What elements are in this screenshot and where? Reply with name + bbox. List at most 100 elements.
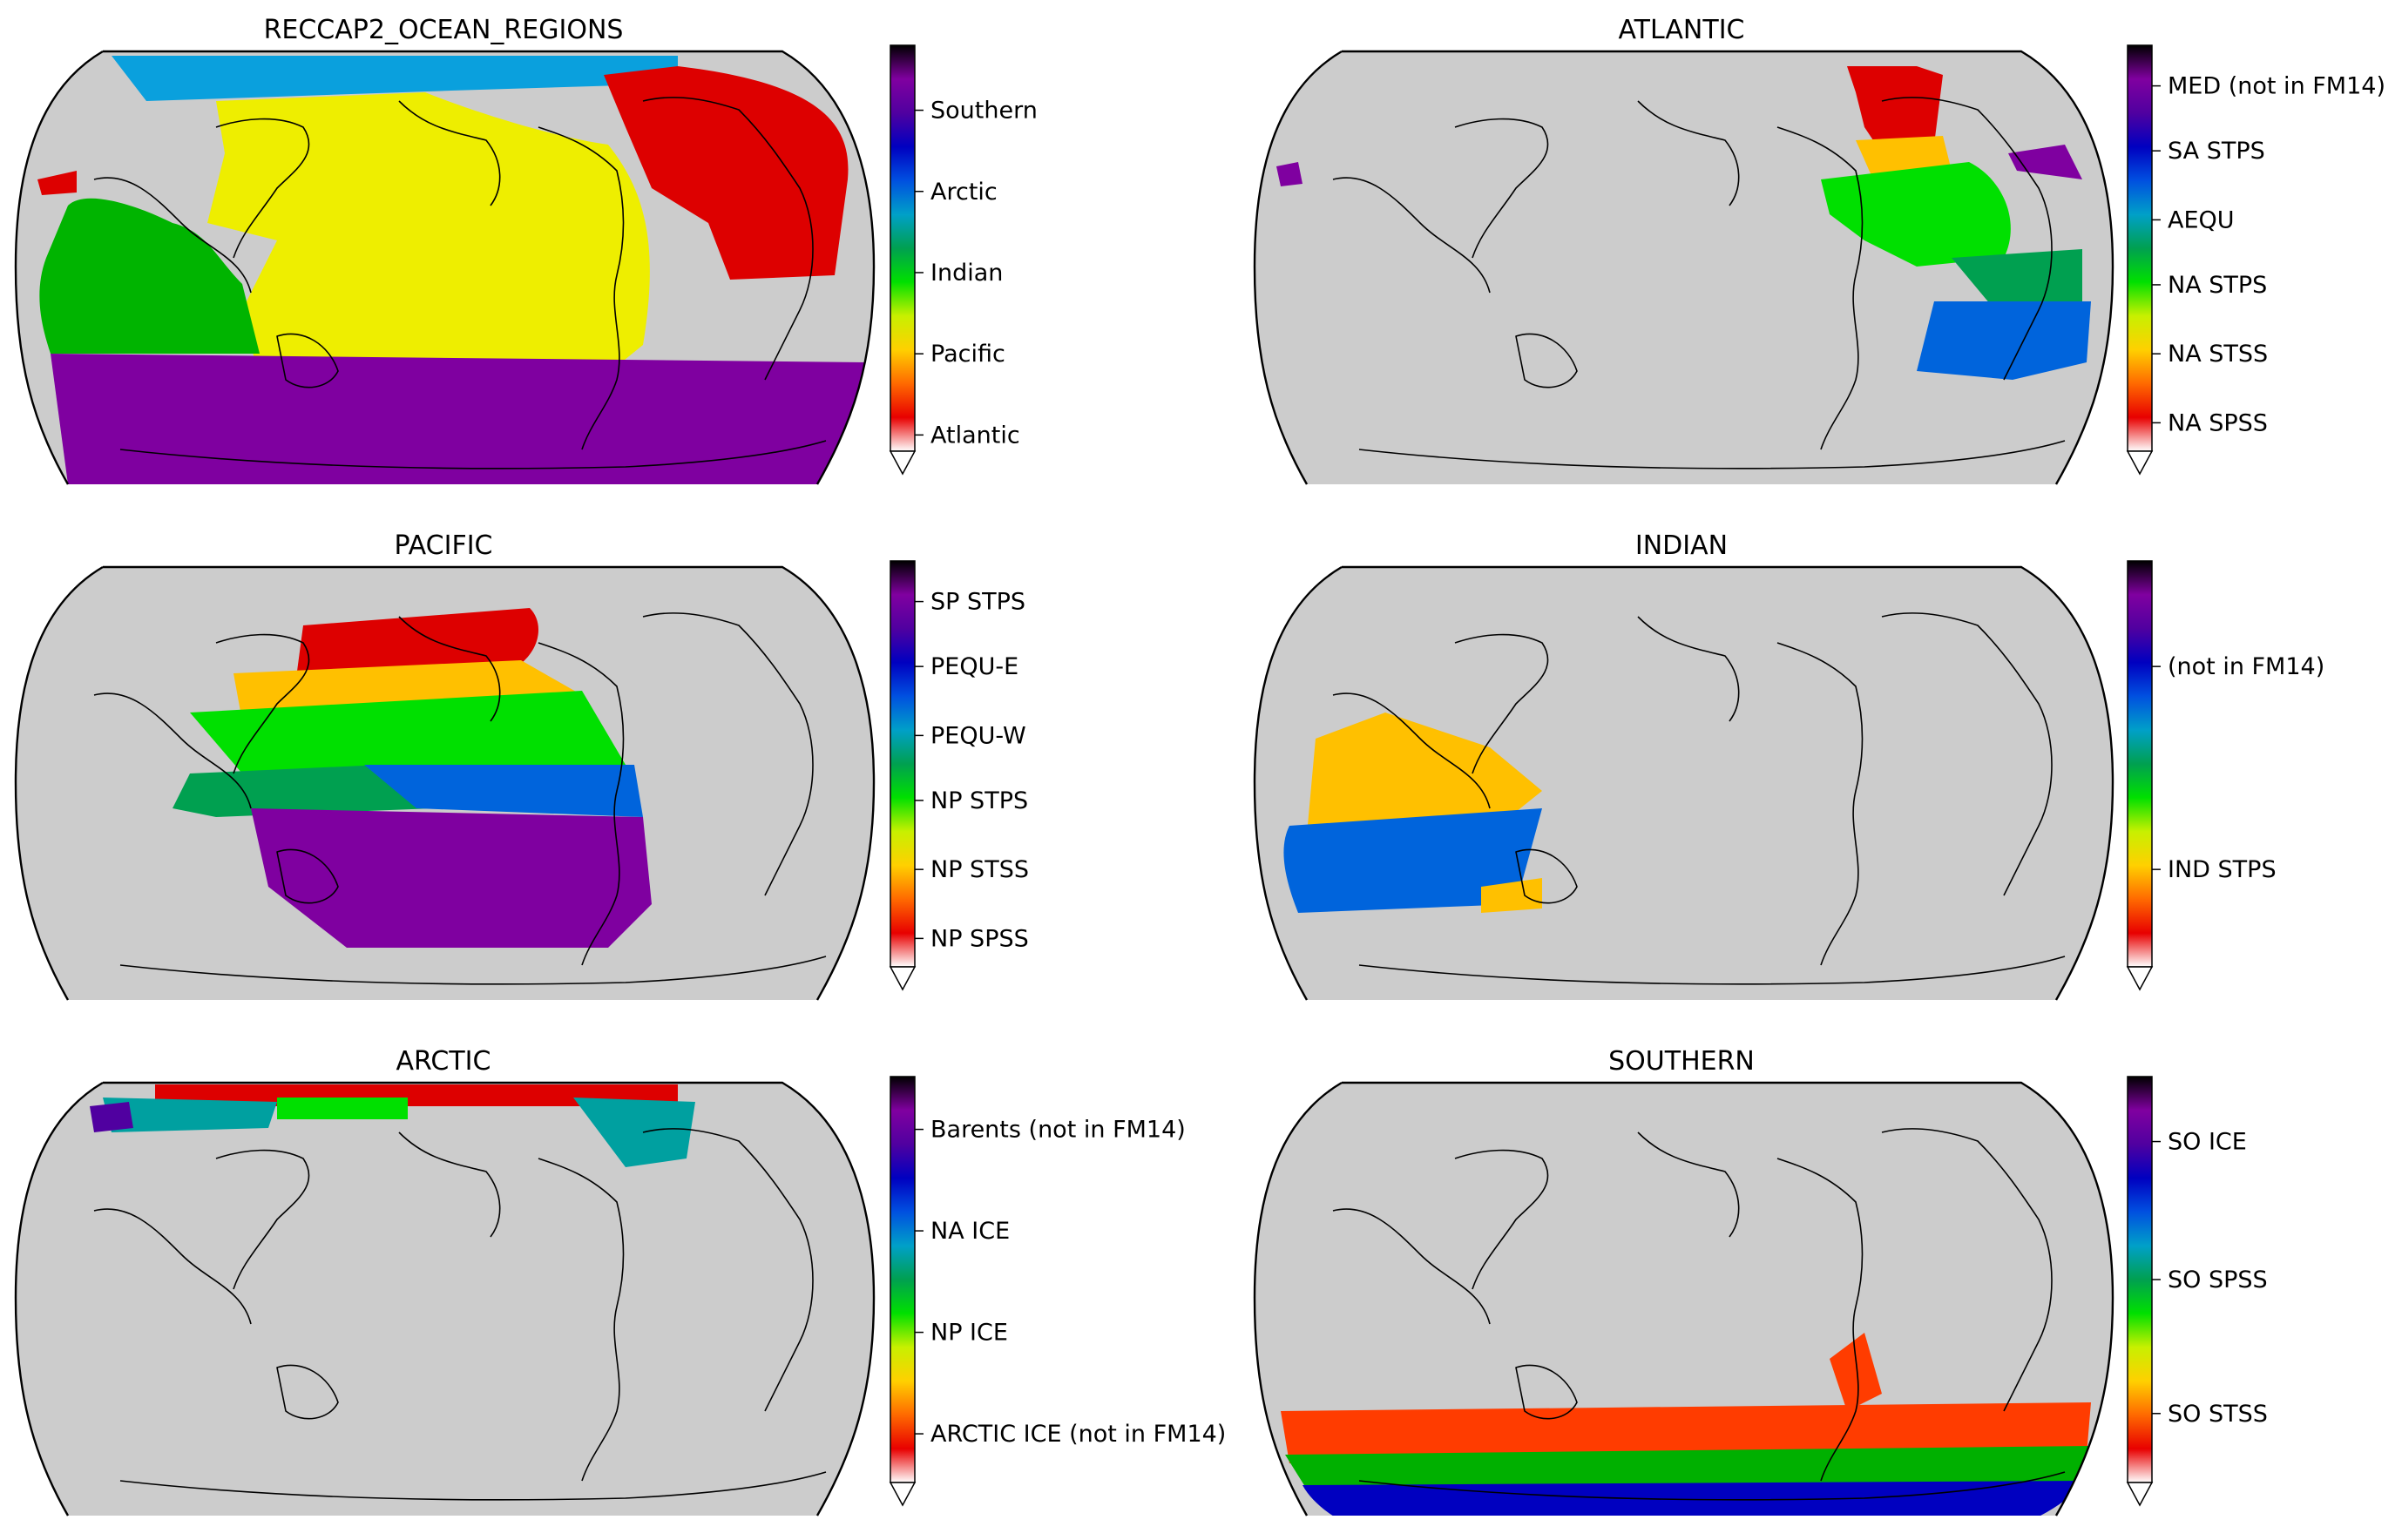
colorbar-tick-label: NA STSS [2168, 341, 2268, 368]
map-atlantic [1253, 50, 2114, 485]
panel-title: ATLANTIC [1618, 15, 1744, 45]
colorbar-tick-label: PEQU-E [930, 653, 1018, 680]
panel-arctic: ARCTIC Barents (not in FM14) NA ICE NP ICE A… [14, 1046, 1226, 1516]
panel-title: INDIAN [1635, 530, 1728, 561]
colorbar-extend-arrow [2126, 966, 2154, 991]
map-southern [1253, 1081, 2114, 1516]
coastline [119, 956, 827, 985]
colorbar-extend-arrow [2126, 1482, 2154, 1507]
coastline [1637, 616, 1864, 966]
colorbar-tick-label: SO SPSS [2168, 1266, 2268, 1293]
map-boundary [1253, 565, 2114, 1001]
panels-layer: RECCAP2_OCEAN_REGIONS Southern Arctic India… [14, 15, 2385, 1516]
ocean-region [1285, 1446, 2091, 1489]
panel-title: ARCTIC [396, 1046, 491, 1077]
colorbar-extend-arrow [2126, 450, 2154, 476]
map-boundary [14, 565, 876, 1001]
colorbar-tick-label: Arctic [930, 179, 998, 206]
ocean-region [51, 354, 865, 484]
coastline [1637, 100, 1864, 450]
land-background [16, 1083, 874, 1516]
colorbar-tick-label: SO STSS [2168, 1401, 2268, 1428]
colorbar-tick-label: Pacific [930, 341, 1005, 368]
map-reccap2 [14, 50, 876, 485]
colorbar-tick-label: IND STPS [2168, 856, 2277, 883]
panel-atlantic: ATLANTIC MED (not in FM14) SA STPS AEQU NA S… [1253, 15, 2385, 485]
ocean-region [604, 66, 849, 280]
ocean-region [573, 1098, 695, 1167]
colorbar-tick-label: ARCTIC ICE (not in FM14) [930, 1421, 1226, 1448]
colorbar-tick-label: AEQU [2168, 206, 2235, 233]
colorbar: MED (not in FM14) SA STPS AEQU NA STPS NA ST… [2126, 44, 2385, 476]
colorbar-tick-label: Barents (not in FM14) [930, 1117, 1186, 1144]
coastline [1515, 333, 1578, 388]
coastline [1358, 440, 2066, 469]
colorbar-tick-label: NP STSS [930, 856, 1029, 883]
panel-title: RECCAP2_OCEAN_REGIONS [264, 15, 624, 45]
ocean-region [1952, 249, 2082, 310]
colorbar-tick-label: Indian [930, 260, 1003, 287]
colorbar-tick-label: MED (not in FM14) [2168, 73, 2385, 100]
ocean-region [173, 765, 434, 817]
coastline [1358, 1471, 2066, 1501]
coastline [1515, 848, 1578, 904]
coastline [642, 1128, 814, 1412]
colorbar-tick-label: Atlantic [930, 422, 1020, 449]
panel-title: SOUTHERN [1608, 1046, 1755, 1077]
map-arctic [14, 1081, 876, 1516]
coastline [276, 1364, 339, 1420]
map-boundary [1253, 50, 2114, 485]
coastline [398, 616, 625, 966]
map-indian [1253, 565, 2114, 1001]
ocean-region [1481, 878, 1542, 913]
map-boundary [14, 1081, 876, 1516]
colorbar-bar [2127, 560, 2153, 968]
colorbar: Southern Arctic Indian Pacific Atlantic [889, 44, 1038, 476]
ocean-region [103, 1098, 277, 1132]
colorbar-bar [890, 560, 916, 968]
ocean-region [1847, 66, 1943, 153]
colorbar-extend-arrow [889, 1482, 917, 1507]
ocean-region [1830, 1333, 1882, 1411]
colorbar-tick-label: NA SPSS [2168, 409, 2268, 436]
colorbar-bar [2127, 1076, 2153, 1483]
panel-southern: SOUTHERN SO ICE SO SPSS SO STSS [1253, 1046, 2268, 1516]
panel-title: PACIFIC [394, 530, 492, 561]
colorbar-tick-label: NP ICE [930, 1320, 1008, 1347]
coastline [1332, 1149, 1549, 1325]
coastline [1637, 1131, 1864, 1482]
map-pacific [14, 565, 876, 1001]
colorbar-tick-label: SA STPS [2168, 138, 2265, 165]
ocean-region [1302, 1481, 2087, 1516]
ocean-region [1917, 301, 2091, 380]
colorbar: SO ICE SO SPSS SO STSS [2126, 1076, 2268, 1507]
colorbar: (not in FM14) IND STPS [2126, 560, 2324, 991]
colorbar-bar [2127, 44, 2153, 452]
colorbar-bar [890, 44, 916, 452]
ocean-region [251, 808, 652, 948]
colorbar-bar [890, 1076, 916, 1483]
panel-pacific: PACIFIC SP STPS PEQU-E PEQU-W NP STPS NP STSS… [14, 530, 1029, 1001]
coastline [276, 333, 339, 388]
colorbar-tick-label: SO ICE [2168, 1129, 2247, 1156]
coastline [642, 97, 814, 381]
colorbar: SP STPS PEQU-E PEQU-W NP STPS NP STSS NP SPSS [889, 560, 1029, 991]
ocean-region [190, 691, 626, 782]
ocean-region [1281, 1402, 2091, 1463]
coastline [398, 1131, 625, 1482]
coastline [276, 848, 339, 904]
ocean-region [1276, 162, 1302, 186]
ocean-region [112, 56, 678, 101]
coastline [93, 633, 310, 809]
panel-reccap2: RECCAP2_OCEAN_REGIONS Southern Arctic India… [14, 15, 1038, 485]
colorbar-tick-label: SP STPS [930, 589, 1025, 616]
ocean-region [207, 92, 650, 402]
colorbar: Barents (not in FM14) NA ICE NP ICE ARCTIC … [889, 1076, 1226, 1507]
colorbar-tick-label: NA STPS [2168, 272, 2267, 299]
colorbar-extend-arrow [889, 966, 917, 991]
colorbar-tick-label: NA ICE [930, 1218, 1010, 1245]
coastline [398, 100, 625, 450]
ocean-region [364, 765, 643, 817]
map-boundary [1253, 1081, 2114, 1516]
